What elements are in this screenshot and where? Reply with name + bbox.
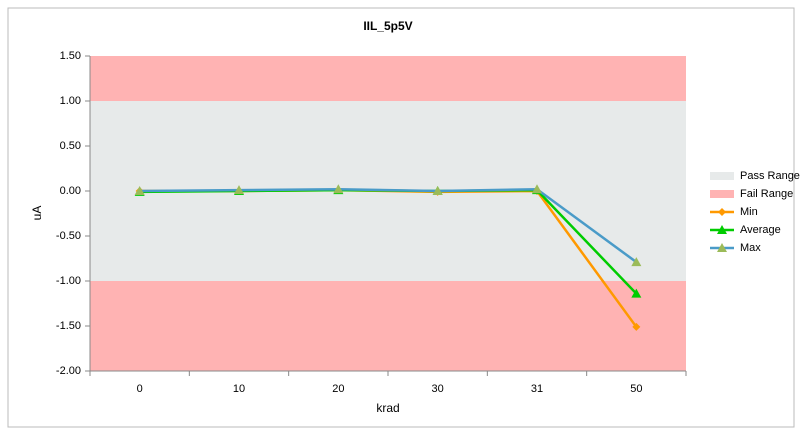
legend-marker [717, 243, 727, 252]
y-tick-label: -2.00 [56, 365, 81, 377]
point-marker [333, 184, 344, 194]
y-tick-label: -1.00 [56, 275, 81, 287]
y-tick-label: 0.50 [60, 140, 81, 152]
legend-label: Fail Range [740, 188, 793, 200]
legend-swatch [710, 172, 734, 180]
legend-label: Pass Range [740, 170, 800, 182]
x-tick-label: 10 [233, 383, 245, 395]
point-marker [632, 322, 641, 331]
point-marker [631, 257, 642, 267]
point-marker [234, 185, 244, 195]
legend-label: Max [740, 242, 761, 254]
legend-swatch [710, 190, 734, 198]
series-line [139, 187, 638, 264]
point-marker [432, 186, 443, 195]
y-tick-label: 0.00 [60, 185, 81, 197]
x-tick-label: 50 [630, 383, 642, 395]
point-marker [532, 184, 542, 194]
y-tick-label: -0.50 [56, 230, 81, 242]
x-tick-label: 20 [332, 383, 344, 395]
legend-label: Average [740, 224, 781, 236]
y-tick-label: 1.50 [60, 50, 81, 62]
legend-marker [717, 225, 727, 234]
y-axis-label: uA [30, 206, 44, 221]
chart-title: IIL_5p5V [363, 19, 412, 33]
x-tick-label: 30 [432, 383, 444, 395]
range-band [90, 281, 686, 371]
point-marker [134, 186, 145, 195]
x-tick-label: 0 [137, 383, 143, 395]
point-marker [631, 288, 642, 298]
x-tick-label: 31 [531, 383, 543, 395]
x-axis-label: krad [376, 401, 399, 415]
y-tick-label: 1.00 [60, 95, 81, 107]
legend-label: Min [740, 206, 758, 218]
y-tick-label: -1.50 [56, 320, 81, 332]
range-band [90, 56, 686, 101]
legend-marker [718, 208, 726, 216]
